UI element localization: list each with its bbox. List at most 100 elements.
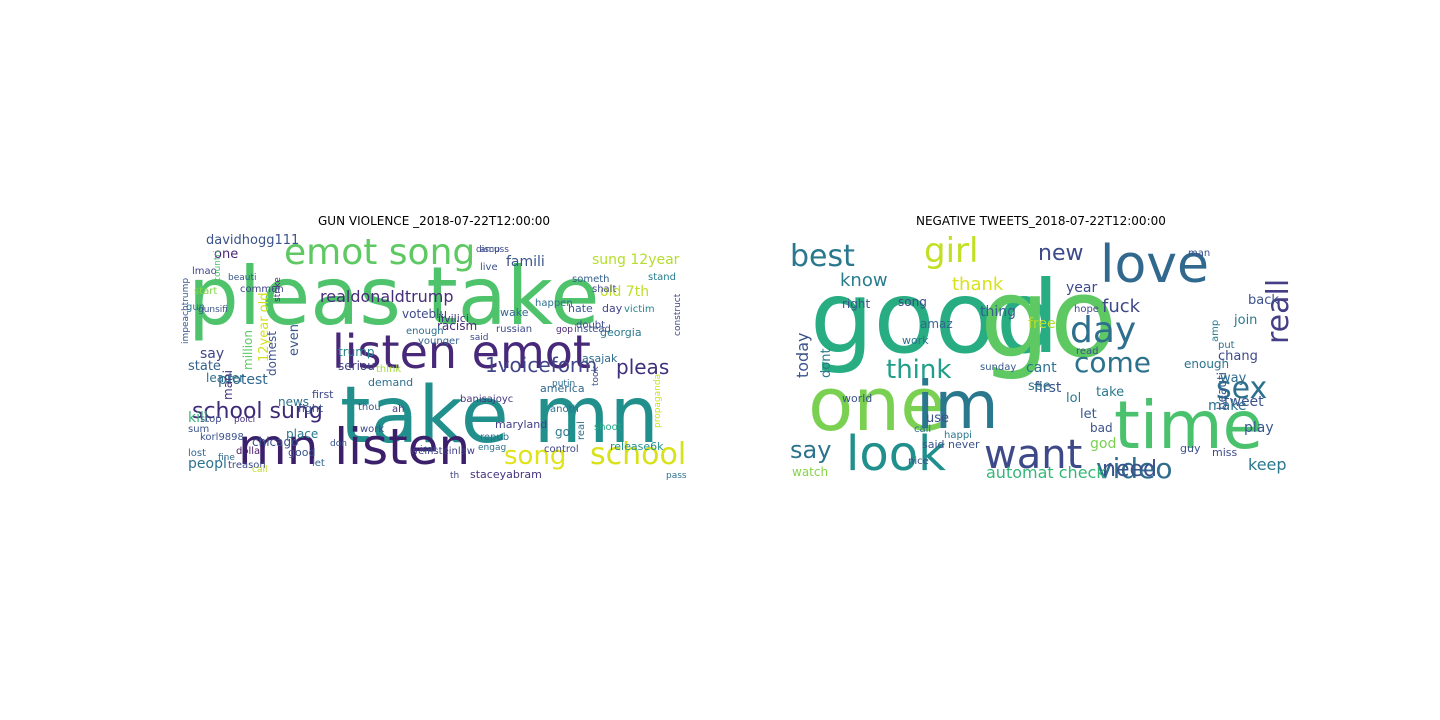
word-beauti: beauti — [1215, 372, 1229, 410]
right-cloud-title: NEGATIVE TWEETS_2018-07-22T12:00:00 — [916, 214, 1166, 228]
word-kill: kill — [188, 410, 208, 426]
word-weinsteinlaw: weinsteinlaw — [410, 446, 475, 457]
word-sex: sex — [1216, 371, 1267, 406]
word-amaz: amaz — [920, 317, 953, 331]
word-happi: happi — [944, 430, 972, 441]
word-treason: treason — [228, 460, 266, 471]
word-engag: engag — [478, 443, 506, 453]
word-domest: domest — [265, 331, 279, 376]
word-countri: countri — [213, 250, 223, 282]
word-thou: thou — [358, 402, 381, 413]
word-shoot: shoot — [594, 422, 622, 433]
word-fight: fight — [298, 402, 324, 415]
word-emot-song: emot song — [284, 232, 475, 273]
word-million: million — [241, 330, 255, 370]
word-shalt: shalt — [592, 284, 616, 295]
word-thing: thing — [980, 304, 1016, 320]
word-one: one — [808, 362, 946, 448]
word-today: today — [793, 333, 812, 379]
word-happen: happen — [535, 298, 573, 309]
word-bad: bad — [1090, 421, 1113, 435]
word-school-sung: school sung — [192, 399, 323, 424]
word-song: song — [504, 441, 566, 471]
word-1voiceform: 1voiceform — [485, 353, 597, 377]
word-instead: instead — [574, 324, 611, 335]
word-call: call — [914, 424, 931, 435]
word-control: control — [544, 444, 579, 455]
word-day: day — [602, 302, 623, 315]
word-use: use — [926, 411, 949, 426]
word-maryland: maryland — [495, 418, 547, 431]
word-gun: gun — [186, 302, 205, 313]
word-america: america — [540, 382, 585, 395]
word-girl: girl — [924, 232, 978, 271]
word-gunsifi: gunsifi — [198, 305, 228, 315]
word-think: think — [886, 355, 951, 385]
word-new: new — [1038, 241, 1083, 266]
word-victim: victim — [624, 304, 655, 315]
word-pleas-take: pleas take — [188, 250, 599, 343]
word-trump: trump — [338, 345, 375, 359]
word-banisajoyc: banisajoyc — [460, 394, 513, 405]
word-day: day — [1070, 310, 1136, 351]
word-want: want — [984, 432, 1082, 478]
word-anoth: anoth — [550, 404, 579, 415]
word-work: work — [902, 334, 929, 347]
word-younger: younger — [418, 336, 460, 347]
word-12year-old: 12year old — [257, 293, 272, 363]
word-lol: lol — [1066, 391, 1081, 406]
word-automat-check: automat check — [986, 463, 1106, 482]
word-stand: stand — [648, 272, 676, 283]
word-hope: hope — [1074, 304, 1099, 315]
word-hate: hate — [568, 302, 593, 315]
word-sung-12year: sung 12year — [592, 252, 680, 268]
word-gop: gop — [556, 325, 573, 335]
word-famili: famili — [506, 254, 545, 270]
word-nice: nice — [908, 456, 929, 467]
word-one: one — [214, 247, 238, 262]
word-propaganda: propaganda — [653, 374, 663, 428]
word-say: say — [790, 436, 831, 464]
word-lmao: lmao — [192, 266, 217, 277]
word-construct: construct — [673, 293, 683, 336]
word-make: make — [1208, 398, 1246, 414]
word-news: news — [278, 395, 309, 409]
word-wake: wake — [500, 306, 529, 319]
word-pleas: pleas — [616, 355, 669, 379]
word-start: start — [194, 286, 217, 297]
word-said: said — [470, 333, 488, 343]
word-leader: leader — [206, 371, 244, 385]
word-enough: enough — [406, 326, 444, 337]
word-ah: ah — [392, 404, 404, 415]
word-cant: cant — [1026, 360, 1057, 376]
word-don: don — [330, 439, 347, 449]
word-peopl: peopl — [188, 456, 227, 472]
word-first: first — [312, 388, 334, 401]
word-go: go — [980, 254, 1117, 382]
word-took: took — [591, 365, 601, 386]
word-sum: sum — [188, 424, 209, 435]
word-putin: putin — [552, 379, 575, 389]
word-beauti: beauti — [228, 273, 257, 283]
word-repub: repub — [480, 432, 509, 443]
word-enough: enough — [1184, 357, 1229, 371]
word-voteblu: voteblu — [402, 307, 447, 321]
word-amp: amp — [1210, 320, 1221, 342]
word-look: look — [846, 426, 946, 482]
word-mn-listen: mn listen — [238, 418, 470, 476]
word-think: think — [376, 364, 401, 375]
word-year: year — [1066, 280, 1097, 296]
word-poici: poici — [234, 415, 255, 425]
word-thank: thank — [952, 274, 1004, 295]
left-word-cloud: pleas take take mn listen emot mn listen emo… — [180, 232, 688, 486]
word-said-never: said never — [922, 438, 980, 451]
word-chicago: chicago — [252, 435, 298, 449]
word-dollar: dollar — [236, 446, 265, 457]
word-way: way — [1220, 371, 1247, 386]
word-lost: lost — [188, 448, 206, 459]
word-stop: stop — [200, 414, 222, 425]
word-impeachtrump: impeachtrump — [181, 278, 191, 344]
word-even: even — [287, 324, 302, 356]
